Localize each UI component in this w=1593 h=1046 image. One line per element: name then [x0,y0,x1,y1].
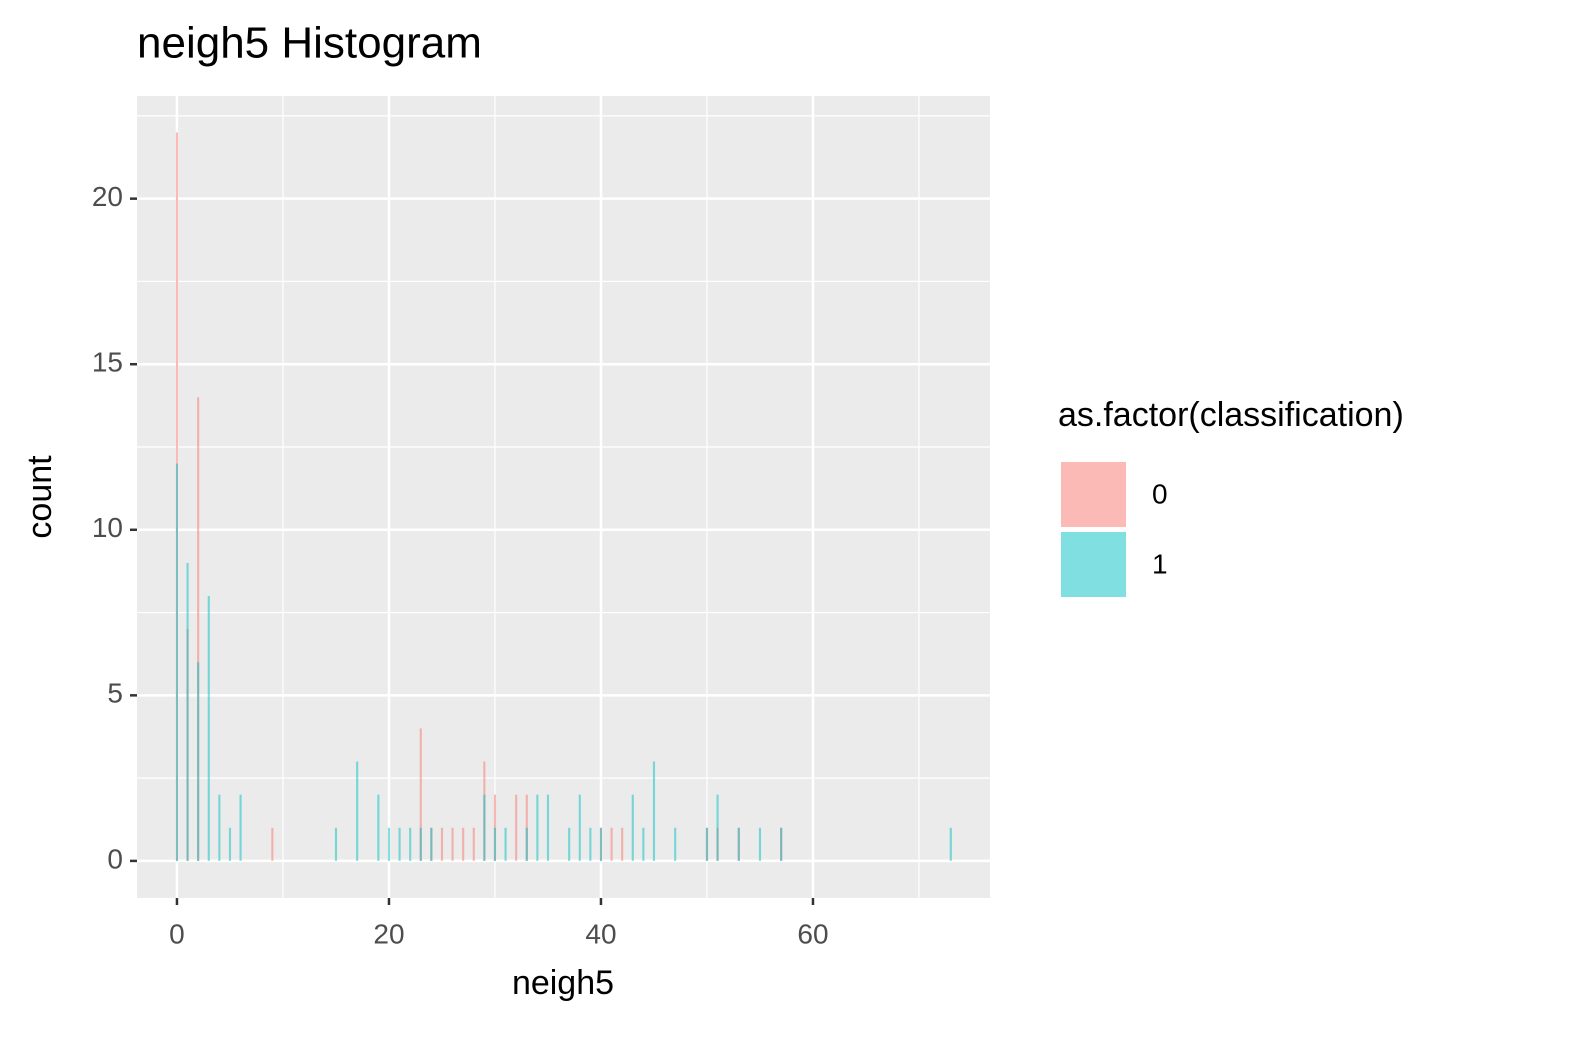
bar [419,728,422,861]
bar [239,794,242,861]
bar [949,827,952,861]
bar [451,827,454,861]
y-tick-label: 0 [107,843,123,874]
bar [525,827,528,861]
bar [218,794,221,861]
y-axis-title: count [21,455,59,539]
y-tick-label: 20 [92,181,123,212]
bar [674,827,677,861]
legend-label: 1 [1152,548,1168,579]
y-tick-label: 10 [92,512,123,543]
x-tick-label: 20 [373,918,404,949]
x-tick-label: 60 [797,918,828,949]
bar [621,827,624,861]
bar [758,827,762,861]
legend-title: as.factor(classification) [1058,396,1404,434]
bar [568,827,571,861]
bar [483,794,486,861]
legend-key [1061,462,1126,527]
bar [536,794,539,861]
bar [462,827,465,861]
bar [419,827,422,861]
bar [642,827,645,861]
bar [207,596,210,861]
bar [409,827,412,861]
bar [356,761,359,861]
bar [387,827,391,861]
bar [493,827,497,861]
bar [599,827,603,861]
y-tick-label: 15 [92,347,123,378]
bar [716,794,719,861]
x-axis-title: neigh5 [512,964,614,1002]
bar [652,761,656,861]
y-tick-label: 5 [107,678,123,709]
bar [705,827,709,861]
bar [398,827,401,861]
bar [197,397,200,861]
bar [440,827,444,861]
bar [504,827,507,861]
bar [472,827,475,861]
bar [780,827,783,861]
bar [589,827,592,861]
bar [578,794,581,861]
bar [228,827,232,861]
bar [546,794,550,861]
x-tick-label: 0 [169,918,185,949]
chart-title: neigh5 Histogram [137,19,482,68]
bar [175,463,179,861]
bar [271,827,274,861]
bar [334,827,338,861]
bar [515,794,518,861]
bar [631,794,634,861]
bar [610,827,613,861]
legend-label: 0 [1152,478,1168,509]
bar [197,662,200,861]
bar [377,794,380,861]
x-tick-label: 40 [585,918,616,949]
legend-key [1061,532,1126,597]
bar [186,562,189,861]
bar [737,827,740,861]
panel [137,96,990,898]
bar [430,827,433,861]
